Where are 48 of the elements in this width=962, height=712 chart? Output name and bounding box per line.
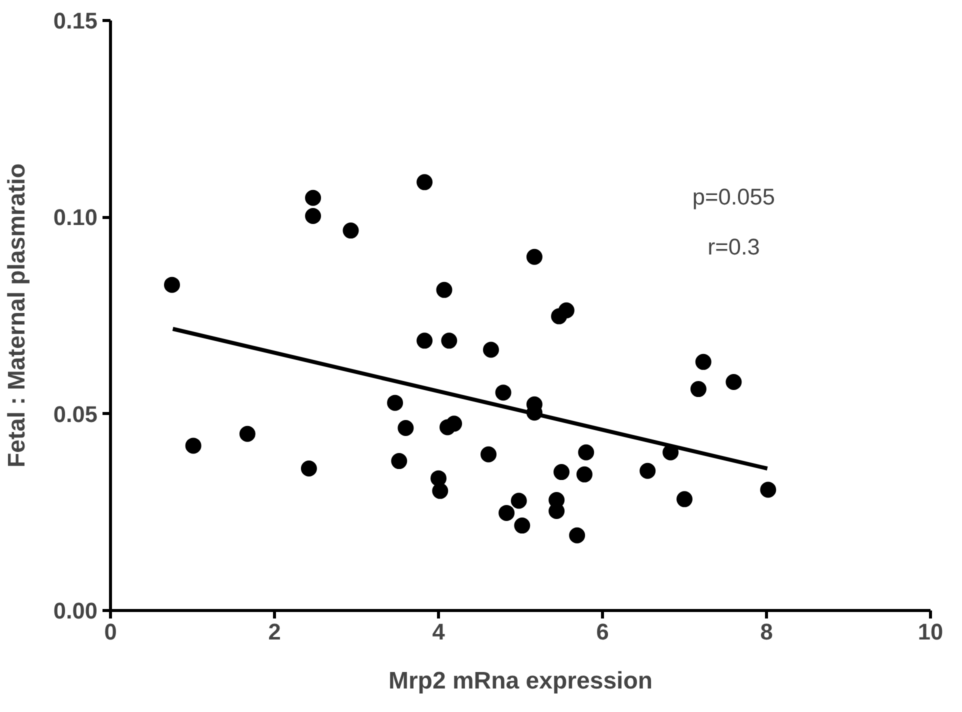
point <box>432 482 448 499</box>
x-tick-label: 2 <box>268 618 281 644</box>
point <box>514 518 530 534</box>
point <box>726 374 742 390</box>
point <box>760 482 776 498</box>
point <box>305 190 322 206</box>
point <box>436 282 452 298</box>
point <box>676 491 692 508</box>
x-tick-label: 6 <box>596 618 609 644</box>
point <box>690 381 706 398</box>
point <box>495 384 512 401</box>
x-tick-label: 4 <box>432 618 446 644</box>
annotation: r=0.3 <box>708 233 760 260</box>
point <box>300 460 317 476</box>
point <box>398 420 414 436</box>
point <box>510 492 527 509</box>
point <box>416 332 433 349</box>
point <box>558 302 574 318</box>
point <box>480 446 497 462</box>
annotation: p=0.055 <box>692 183 775 210</box>
point <box>305 208 322 224</box>
x-tick-label: 10 <box>918 618 944 644</box>
point <box>387 394 404 411</box>
point <box>441 332 458 349</box>
x-tick-label: 8 <box>760 618 773 644</box>
point <box>554 464 570 480</box>
point <box>578 444 594 460</box>
x-axis-title: Mrp2 mRna expression <box>388 668 653 694</box>
point <box>695 354 712 370</box>
point <box>482 342 499 358</box>
y-axis-title: Fetal : Maternal plasmratio <box>3 163 30 468</box>
point <box>239 426 256 442</box>
point <box>569 527 586 544</box>
point <box>526 248 542 265</box>
x-tick-label: 0 <box>104 618 117 644</box>
point <box>498 504 515 521</box>
point <box>640 462 656 479</box>
y-tick-label: 0.05 <box>53 400 98 427</box>
point <box>342 222 359 239</box>
point <box>391 453 408 470</box>
point <box>185 438 202 454</box>
point <box>446 416 462 432</box>
y-tick-label: 0.00 <box>53 598 98 624</box>
y-tick-label: 0.15 <box>53 8 98 34</box>
y-tick-label: 0.10 <box>53 204 98 230</box>
point <box>416 174 433 190</box>
point <box>164 276 180 293</box>
point <box>576 466 592 482</box>
